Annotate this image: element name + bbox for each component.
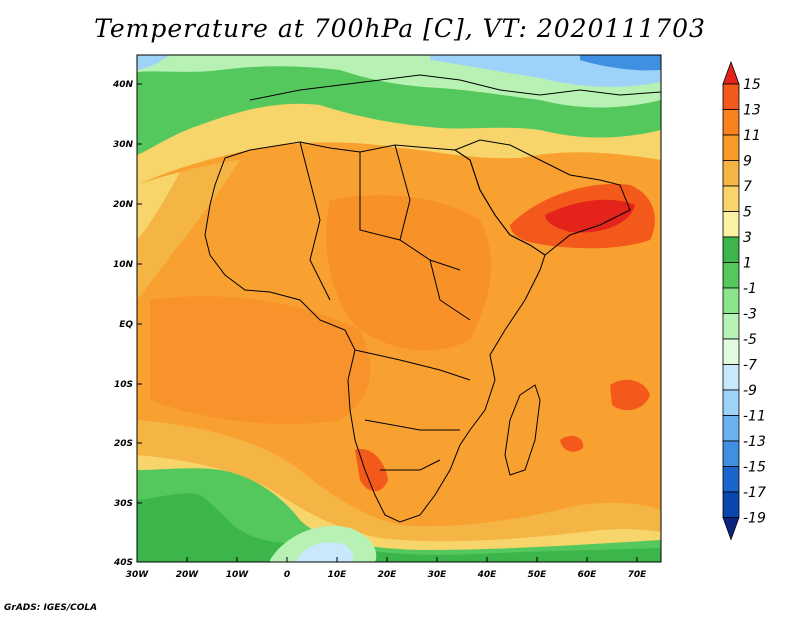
lat-label: EQ [119,320,133,330]
colorbar-swatch [722,185,740,212]
field-north-darkblue [580,55,661,71]
lon-label: 20W [176,570,200,580]
colorbar-swatch [722,262,740,289]
colorbar-swatch [722,491,740,518]
colorbar-label: -5 [743,332,757,348]
field-south-green [137,468,661,562]
colorbar-label: -19 [743,511,766,527]
colorbar-label: 15 [743,77,761,93]
lat-label: 40N [112,80,134,90]
lon-label: 0 [284,570,290,580]
lon-label: 30E [428,570,448,580]
colorbar-swatch [722,466,740,493]
lat-label: 20N [113,200,134,210]
colorbar-label: 9 [743,154,752,170]
lon-label: 60E [578,570,598,580]
colorbar-swatch [722,160,740,187]
madagascar-coast [504,384,541,476]
lon-label: 50E [528,570,548,580]
colorbar-swatch [722,440,740,467]
colorbar-label: 7 [743,179,752,195]
colorbar-label: -9 [743,383,757,399]
lat-label: 10N [113,260,134,270]
field-south-blue [295,542,354,562]
colorbar-label: -1 [743,281,757,297]
arabia-coast [453,139,631,256]
field-io-patch [610,379,650,411]
field-south-darkgreen [137,493,661,562]
temperature-field [137,55,661,562]
colorbar-label: 3 [743,230,752,246]
field-io-patch-2 [560,435,584,452]
plot-frame [136,54,662,563]
colorbar-label: 13 [743,103,761,119]
colorbar-label: -7 [743,358,757,374]
colorbar-swatch [722,389,740,416]
colorbar-label: 5 [743,205,752,221]
colorbar-swatch [722,313,740,340]
colorbar-label: -15 [743,460,766,476]
colorbar-swatch [722,109,740,136]
coastlines [204,74,661,523]
lon-label: 70E [628,570,648,580]
colorbar-label: -11 [743,409,766,425]
map-title: Temperature at 700hPa [C], VT: 202011170… [94,14,706,43]
colorbar-swatch [722,83,740,110]
lat-labels: 40N 30N 20N 10N EQ 10S 20S 30S 40S [112,80,134,568]
axis-ticks [137,83,638,562]
lat-label: 30N [113,140,134,150]
lat-label: 20S [114,439,133,449]
colorbar: 15 13 11 9 7 5 3 1 -1 -3 -5 -7 -9 -11 -13 -15 -17 -19 [722,60,766,541]
field-namibia-hot [355,449,388,492]
field-west-yellow [137,172,180,240]
colorbar-label: -17 [743,485,766,501]
colorbar-bottom-arrow [722,517,740,541]
field-arabian-hottest [545,199,635,233]
colorbar-swatch [722,236,740,263]
colorbar-label: -3 [743,307,757,323]
colorbar-swatch [722,134,740,161]
lon-label: 30W [126,570,150,580]
colorbar-swatch [722,287,740,314]
lon-label: 20E [378,570,398,580]
colorbar-swatch [722,415,740,442]
lat-label: 40S [113,558,133,568]
lon-label: 10W [226,570,250,580]
colorbar-swatch [722,338,740,365]
colorbar-label: 1 [743,256,752,272]
lon-label: 40E [477,570,498,580]
field-central-orange [326,195,491,351]
lat-label: 10S [114,380,133,390]
lon-labels: 30W 20W 10W 0 10E 20E 30E 40E 50E 60E 70… [126,570,647,580]
colorbar-top-arrow [722,60,740,85]
europe-coast [249,74,661,101]
field-equatorial-orange [150,296,371,424]
colorbar-swatch [722,211,740,238]
colorbar-label: -13 [743,434,766,450]
grads-credit: GrADS: IGES/COLA [4,603,98,613]
country-borders [299,141,471,471]
lon-label: 10E [328,570,348,580]
field-nw-blue [137,55,170,70]
lat-label: 30S [114,499,133,509]
colorbar-swatch [722,364,740,391]
colorbar-label: 11 [743,128,761,144]
